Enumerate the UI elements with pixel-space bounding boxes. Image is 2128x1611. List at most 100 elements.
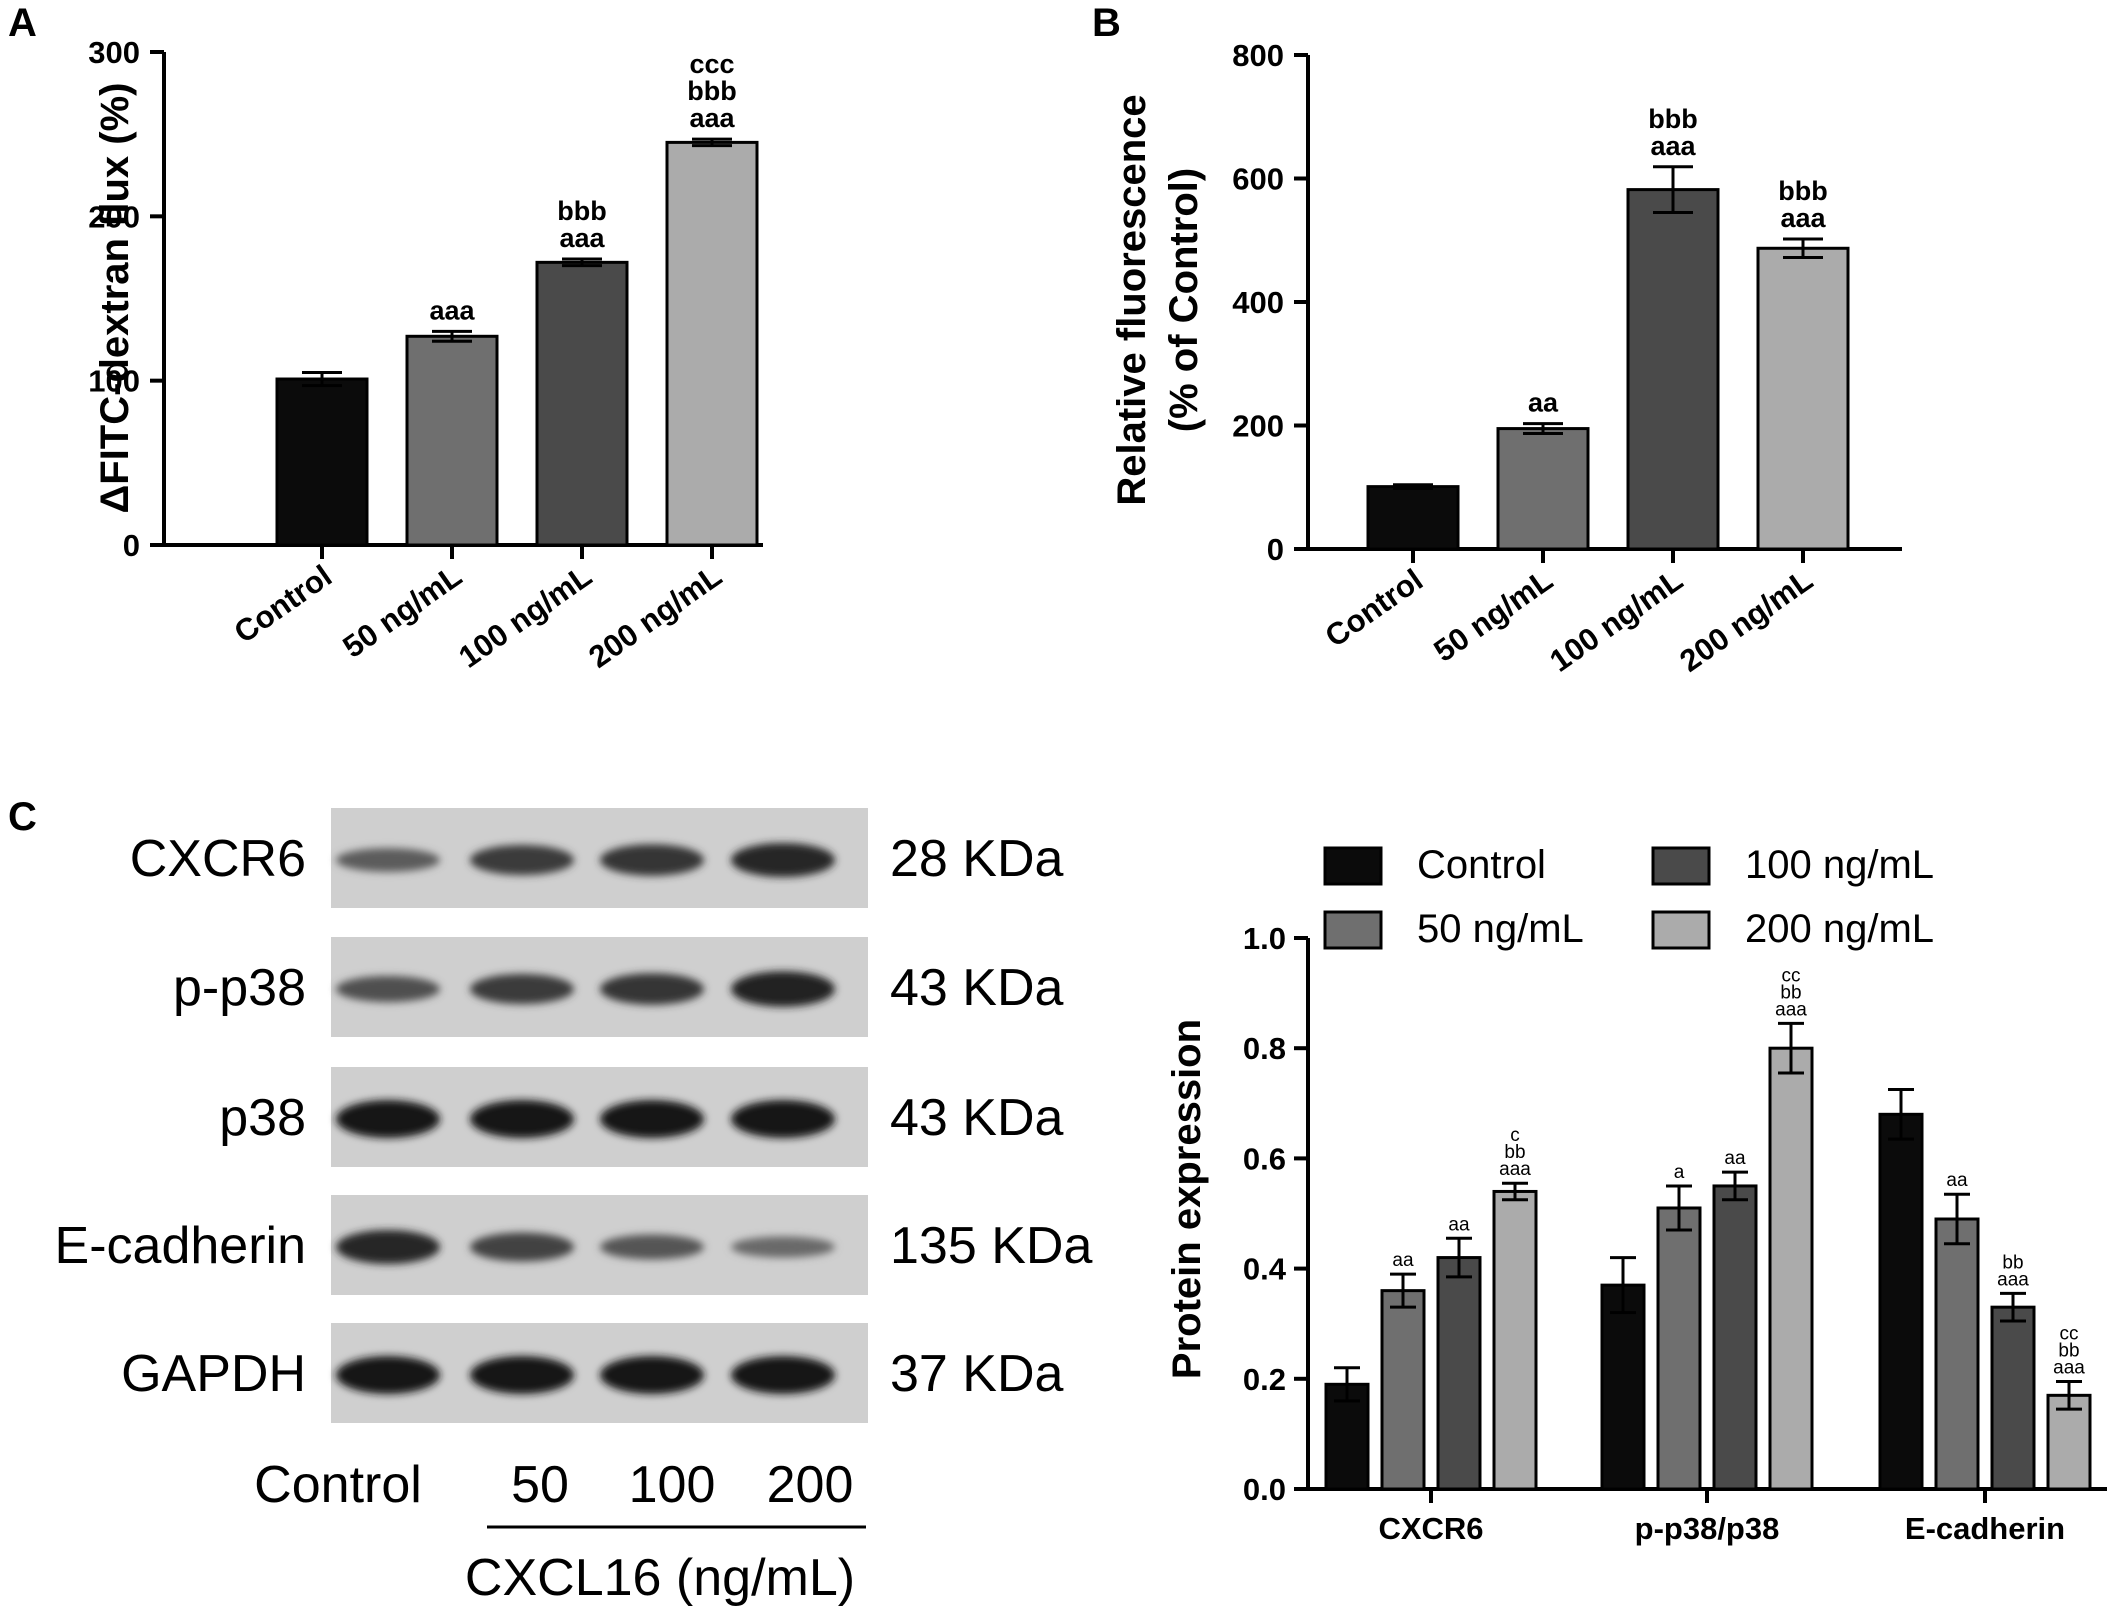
chart-b-y-axis-label-line2: (% of Control) xyxy=(1162,168,1206,432)
blot-protein-label: GAPDH xyxy=(121,1345,306,1403)
chart-b-significance-label: aaa xyxy=(1780,203,1826,233)
chart-a-y-tick-label: 100 xyxy=(88,364,140,399)
blot-band xyxy=(336,1229,440,1265)
blot-band xyxy=(600,844,704,876)
chart-b-x-tick-label: 50 ng/mL xyxy=(1427,562,1559,669)
chart-a-y-axis-label: ΔFITC-dextran flux (%) xyxy=(93,83,137,514)
chart-a-significance-label: bbb xyxy=(557,196,606,226)
chart-c-y-tick-label: 0.2 xyxy=(1243,1362,1286,1397)
blot-band xyxy=(600,1100,704,1138)
chart-c-significance-label: aa xyxy=(1724,1148,1746,1169)
blot-band xyxy=(731,1100,835,1138)
chart-c-legend-label: 200 ng/mL xyxy=(1745,907,1934,951)
blot-row-e-cadherin: E-cadherin 135 KDa xyxy=(55,1195,1092,1295)
blot-band xyxy=(336,848,440,872)
chart-a-bar-100-ng-ml xyxy=(535,260,629,547)
blot-row-p38: p38 43 KDa xyxy=(219,1067,1064,1167)
chart-c-significance-label: bb xyxy=(1780,982,1801,1003)
chart-c-x-tick-label: E-cadherin xyxy=(1905,1511,2065,1546)
blot-x-axis-label: CXCL16 (ng/mL) xyxy=(465,1549,855,1607)
blot-lane-label: 200 xyxy=(767,1456,854,1514)
blot-protein-label: CXCR6 xyxy=(130,830,306,888)
chart-c-bar-cxcr6-100-ng-ml xyxy=(1436,1256,1482,1491)
chart-c-legend-label: Control xyxy=(1417,843,1546,887)
chart-c-bar-p-p38-p38-200-ng-ml xyxy=(1768,1046,1814,1491)
chart-c-y-tick-label: 1.0 xyxy=(1243,921,1286,956)
chart-a-bar-50-ng-ml xyxy=(405,334,499,547)
blot-band xyxy=(470,1356,574,1394)
chart-c-legend-swatch xyxy=(1651,910,1711,950)
chart-a-y-tick-label: 200 xyxy=(88,199,140,234)
chart-b-y-tick-label: 600 xyxy=(1232,162,1284,197)
blot-band xyxy=(731,1236,835,1258)
chart-a-x-tick-label: 200 ng/mL xyxy=(582,558,728,675)
chart-c-bar-cxcr6-200-ng-ml xyxy=(1492,1189,1538,1491)
chart-b-bar-control xyxy=(1366,485,1460,551)
blot-band xyxy=(470,1100,574,1138)
blot-band xyxy=(731,971,835,1007)
blot-protein-label: E-cadherin xyxy=(55,1217,306,1275)
chart-c-legend-swatch xyxy=(1323,910,1383,950)
blot-band xyxy=(336,975,440,1003)
blot-band xyxy=(731,842,835,878)
chart-c-significance-label: a xyxy=(1674,1162,1685,1183)
chart-c-legend-item-200-ng-ml: 200 ng/mL xyxy=(1651,907,1934,951)
chart-c-significance-label: bb xyxy=(2058,1341,2079,1362)
chart-a-significance-label: ccc xyxy=(689,49,734,79)
chart-a-significance-label: bbb xyxy=(687,76,736,106)
chart-a-significance-label: aaa xyxy=(559,223,605,253)
panel-letter-c: C xyxy=(8,795,37,839)
chart-c-significance-label: aa xyxy=(1392,1250,1414,1271)
chart-b-x-tick-label: 200 ng/mL xyxy=(1673,562,1819,679)
chart-b-y-tick-label: 0 xyxy=(1267,532,1284,567)
chart-b-x-tick-label: Control xyxy=(1319,562,1429,654)
chart-c-significance-label: aaa xyxy=(1499,1159,1531,1180)
chart-c-significance-label: aaa xyxy=(1775,999,1807,1020)
chart-b-significance-label: aaa xyxy=(1650,131,1696,161)
blot-size-label: 28 KDa xyxy=(890,830,1064,888)
blot-band xyxy=(336,1356,440,1394)
blot-band xyxy=(470,844,574,876)
chart-c-significance-label: cc xyxy=(2060,1324,2079,1345)
chart-b-y-tick-label: 200 xyxy=(1232,409,1284,444)
chart-c-significance-label: aaa xyxy=(2053,1358,2085,1379)
chart-c-bar-e-cadherin-control xyxy=(1878,1112,1924,1491)
blot-lane-label: 100 xyxy=(629,1456,716,1514)
chart-a: ΔFITC-dextran flux (%) 0 100 200 300 Control… xyxy=(88,35,763,675)
blot-lane-label: Control xyxy=(254,1456,422,1514)
chart-c-legend-swatch xyxy=(1651,846,1711,886)
blot-band xyxy=(470,1232,574,1262)
chart-c-y-tick-label: 0.8 xyxy=(1243,1031,1286,1066)
blot-lane-label: 50 xyxy=(511,1456,569,1514)
chart-c-y-tick-label: 0.4 xyxy=(1243,1252,1287,1287)
chart-c: Protein expression 0.00.20.40.60.81.0aaa… xyxy=(1165,843,2107,1546)
blot-protein-label: p-p38 xyxy=(173,959,306,1017)
chart-c-significance-label: cc xyxy=(1782,965,1801,986)
chart-b: Relative fluorescence (% of Control) 0 20… xyxy=(1110,38,1902,679)
chart-b-bar-100-ng-ml xyxy=(1626,188,1720,551)
blot-protein-label: p38 xyxy=(219,1089,306,1147)
chart-c-legend-item-control: Control xyxy=(1323,843,1546,887)
chart-c-significance-label: aa xyxy=(1448,1214,1470,1235)
chart-a-y-tick-label: 0 xyxy=(123,528,140,563)
chart-c-legend-swatch xyxy=(1323,846,1383,886)
chart-b-significance-label: aa xyxy=(1528,388,1559,418)
chart-c-bar-e-cadherin-100-ng-ml xyxy=(1990,1305,2036,1491)
chart-c-bar-e-cadherin-200-ng-ml xyxy=(2046,1393,2092,1491)
chart-a-y-tick-label: 300 xyxy=(88,35,140,70)
chart-c-bar-p-p38-p38-50-ng-ml xyxy=(1656,1206,1702,1491)
chart-a-bar-control xyxy=(275,377,369,547)
chart-c-bar-e-cadherin-50-ng-ml xyxy=(1934,1217,1980,1491)
chart-c-significance-label: bb xyxy=(1504,1142,1525,1163)
chart-c-significance-label: aaa xyxy=(1997,1269,2029,1290)
blot-size-label: 43 KDa xyxy=(890,1089,1064,1147)
chart-b-bar-200-ng-ml xyxy=(1756,246,1850,551)
chart-a-x-tick-label: 50 ng/mL xyxy=(336,558,468,665)
chart-c-legend-label: 100 ng/mL xyxy=(1745,843,1934,887)
panel-letter-a: A xyxy=(8,1,37,45)
chart-c-x-tick-label: CXCR6 xyxy=(1378,1511,1483,1546)
blot-size-label: 135 KDa xyxy=(890,1217,1092,1275)
chart-c-y-tick-label: 0.6 xyxy=(1243,1141,1286,1176)
chart-c-bar-p-p38-p38-100-ng-ml xyxy=(1712,1184,1758,1491)
